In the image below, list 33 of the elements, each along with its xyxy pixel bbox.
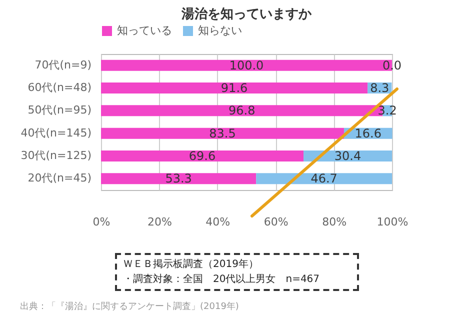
y-tick-label: 70代(n=9) xyxy=(34,58,92,72)
x-tick-label: 0% xyxy=(92,216,110,228)
y-tick-label: 50代(n=95) xyxy=(28,104,92,117)
x-tick-label: 60% xyxy=(264,216,288,228)
text: ・調査対象：全国 20代以上男女 n=467 xyxy=(123,272,321,287)
legend-label: 知っている xyxy=(117,24,172,37)
x-tick-label: 40% xyxy=(206,216,230,228)
bar xyxy=(101,173,256,184)
data-label: 91.6 xyxy=(220,81,248,95)
y-tick-label: 30代(n=125) xyxy=(20,149,92,162)
y-tick-label: 40代(n=145) xyxy=(20,126,92,140)
source-note: 出典：「『湯治』に関するアンケート調査」(2019年) xyxy=(20,300,239,313)
data-label: 30.4 xyxy=(334,149,362,163)
data-label: 69.6 xyxy=(188,149,216,163)
data-label: 83.5 xyxy=(209,126,236,140)
x-tick-label: 100% xyxy=(376,216,408,228)
legend-label: 知らない xyxy=(198,24,242,37)
data-label: 8.3 xyxy=(370,81,390,95)
y-tick-label: 60代(n=48) xyxy=(28,81,92,94)
data-label: 53.3 xyxy=(165,172,192,186)
bar xyxy=(256,173,392,184)
text: ＷＥＢ掲示板調査（2019年） xyxy=(123,258,260,272)
data-label: 96.8 xyxy=(228,104,256,118)
bar xyxy=(101,150,304,162)
bar xyxy=(101,82,368,94)
data-label: 46.7 xyxy=(310,172,338,186)
y-tick-label: 20代(n=45) xyxy=(28,172,92,185)
x-tick-label: 80% xyxy=(322,216,347,228)
x-tick-label: 20% xyxy=(147,216,172,228)
bar xyxy=(101,128,344,139)
data-label: 16.6 xyxy=(354,126,382,140)
chart-title: 湯治を知っていますか xyxy=(180,6,312,22)
data-label: 100.0 xyxy=(229,58,264,72)
